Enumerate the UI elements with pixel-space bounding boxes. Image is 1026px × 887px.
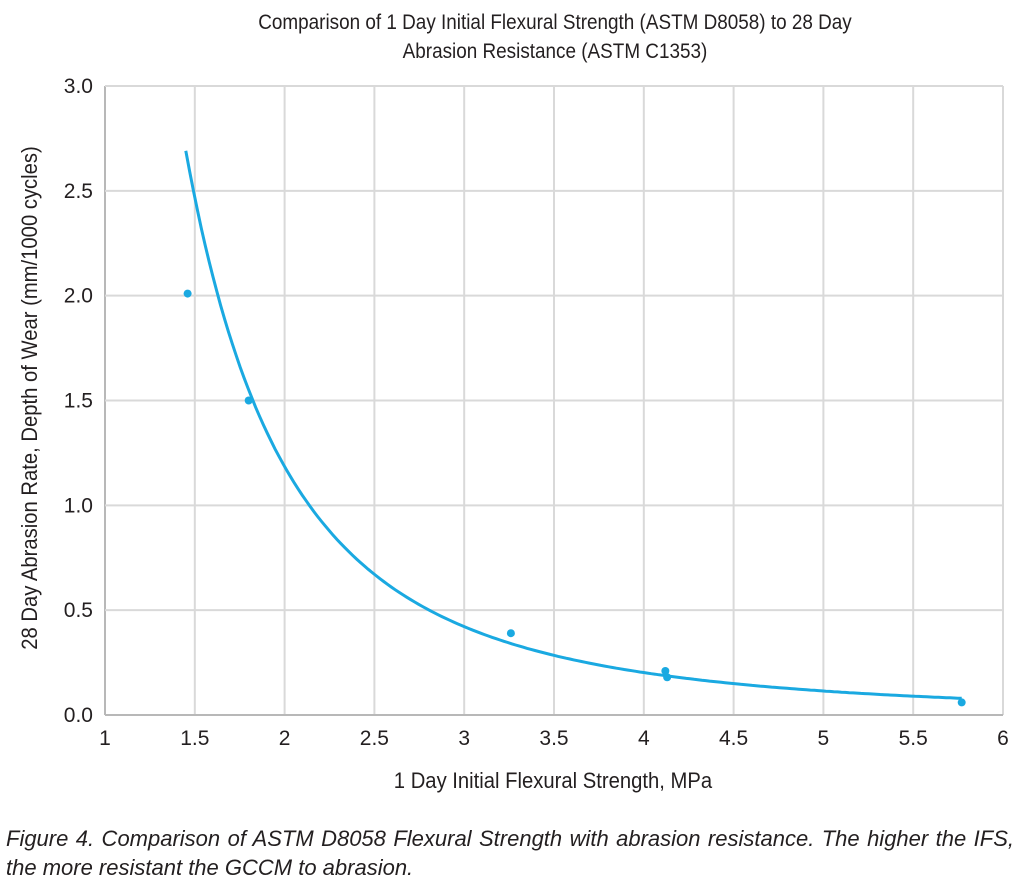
- x-tick-label: 3: [458, 727, 470, 750]
- data-point: [183, 289, 192, 298]
- x-tick-label: 5: [818, 727, 830, 750]
- x-tick-label: 4: [638, 727, 650, 750]
- data-point: [506, 629, 515, 638]
- x-tick-label: 4.5: [719, 727, 748, 750]
- x-tick-label: 1.5: [180, 727, 209, 750]
- x-tick-label: 3.5: [539, 727, 568, 750]
- chart-title: Comparison of 1 Day Initial Flexural Str…: [146, 8, 965, 66]
- x-axis-label: 1 Day Initial Flexural Strength, MPa: [393, 768, 713, 793]
- y-tick-label: 2.0: [64, 285, 93, 308]
- x-tick-label: 2.5: [360, 727, 389, 750]
- x-tick-label: 2: [279, 727, 291, 750]
- y-tick-label: 1.0: [64, 494, 93, 517]
- data-point: [244, 396, 253, 405]
- y-tick-label: 0.0: [64, 704, 93, 727]
- trendline: [184, 150, 962, 700]
- data-point: [957, 698, 966, 707]
- y-axis-label: 28 Day Abrasion Rate, Depth of Wear (mm/…: [17, 146, 42, 650]
- title-line-1: Comparison of 1 Day Initial Flexural Str…: [258, 11, 852, 34]
- x-tick-label: 1: [99, 727, 111, 750]
- x-tick-label: 5.5: [899, 727, 928, 750]
- y-tick-label: 1.5: [64, 390, 93, 413]
- y-tick-label: 2.5: [64, 180, 93, 203]
- figure-caption: Figure 4. Comparison of ASTM D8058 Flexu…: [6, 826, 1014, 880]
- data-point: [661, 666, 670, 675]
- y-tick-label: 3.0: [64, 75, 93, 98]
- y-tick-label: 0.5: [64, 599, 93, 622]
- x-tick-label: 6: [997, 727, 1009, 750]
- title-line-2: Abrasion Resistance (ASTM C1353): [402, 40, 708, 63]
- data-point: [663, 673, 672, 682]
